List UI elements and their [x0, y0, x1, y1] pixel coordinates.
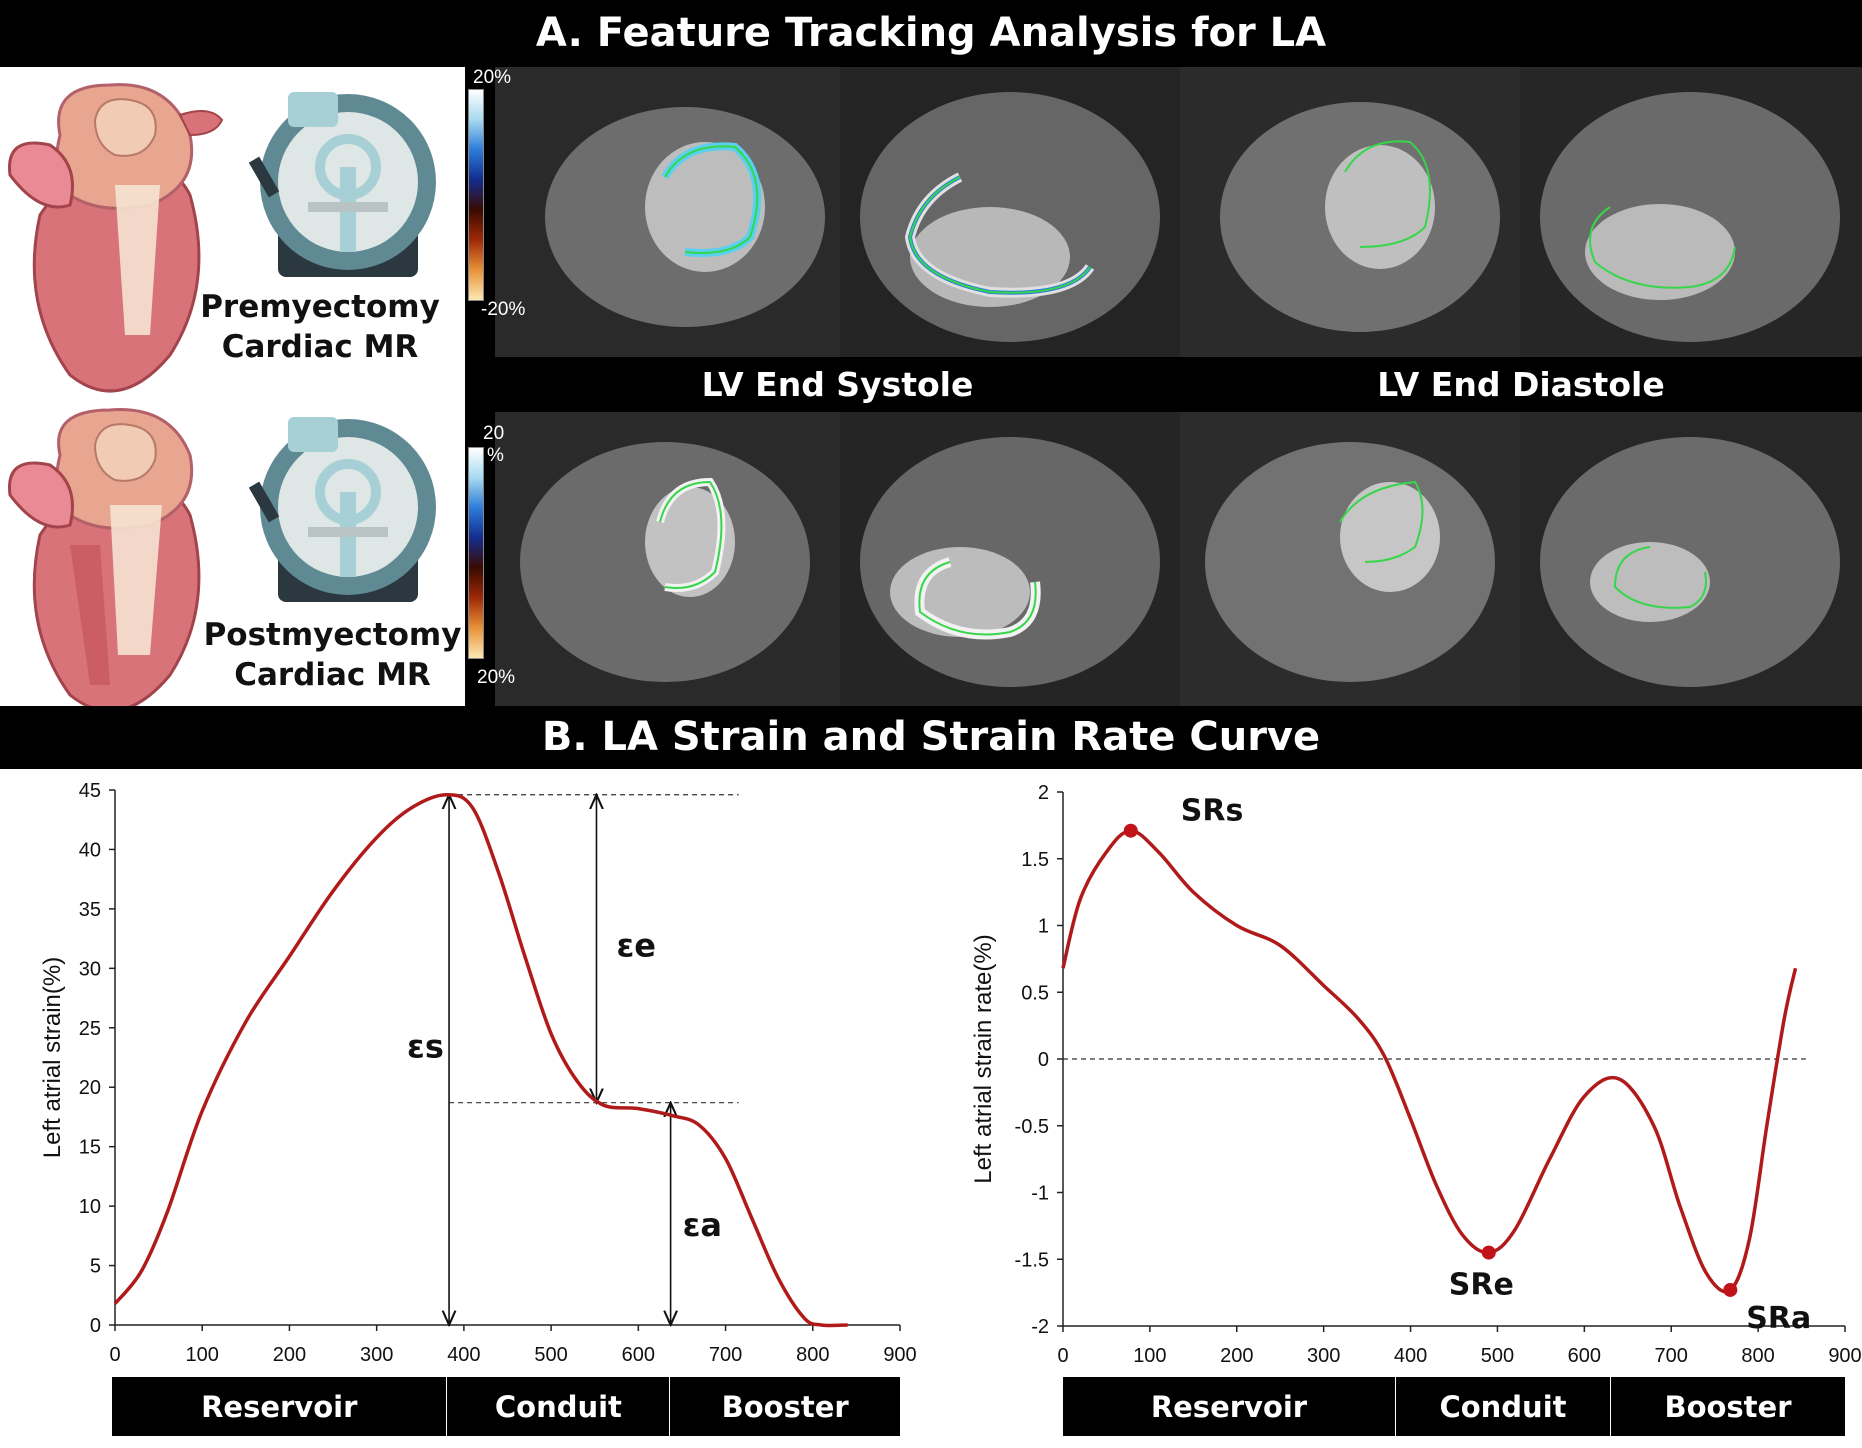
mri-image-post-es-2ch — [495, 412, 840, 706]
y-tick-label: 40 — [79, 839, 101, 861]
section-b-title: B. LA Strain and Strain Rate Curve — [0, 706, 1862, 769]
ea-label: εa — [683, 1206, 722, 1244]
y-tick-label: 2 — [1038, 782, 1049, 804]
y-tick-label: 1.5 — [1021, 849, 1049, 871]
y-tick-label: 0 — [90, 1315, 101, 1337]
phase-cell: Booster — [1664, 1389, 1792, 1424]
illustration-panel: Premyectomy Cardiac MR Postmyectomy Card… — [0, 67, 465, 713]
ee-label: εe — [616, 926, 656, 964]
strain-phase-bar: Reservoir Conduit Booster — [112, 1377, 900, 1436]
mri-scanner-post-icon — [248, 417, 436, 602]
colorbar-top-min: -20% — [481, 299, 526, 320]
y-tick-label: 15 — [79, 1137, 101, 1159]
y-tick-label: -2 — [1031, 1316, 1049, 1338]
postmyectomy-label: Postmyectomy Cardiac MR — [203, 617, 462, 693]
x-tick-label: 300 — [360, 1344, 393, 1366]
y-tick-label: 20 — [79, 1077, 101, 1099]
heart-post-icon — [8, 408, 201, 713]
colorbar-top-max: 20% — [473, 67, 512, 88]
x-tick-label: 900 — [1828, 1345, 1861, 1367]
strain-chart: 0 5 10 15 20 25 30 35 40 45 0 100 200 300 400 500 600 700… — [39, 780, 917, 1366]
strain-colorbar-top — [468, 89, 484, 301]
mri-image-pre-es-2ch — [495, 67, 840, 357]
mri-scanner-pre-icon — [248, 92, 436, 277]
x-tick-label: 600 — [1568, 1345, 1601, 1367]
y-axis-label: Left atrial strain(%) — [39, 957, 66, 1158]
premyectomy-label: Premyectomy Cardiac MR — [200, 289, 440, 365]
phase-cell: Reservoir — [1063, 1377, 1396, 1436]
mri-image-pre-ed-2ch — [1180, 67, 1520, 357]
section-a-title: A. Feature Tracking Analysis for LA — [0, 0, 1862, 67]
strain-rate-chart: -2 -1.5 -1 -0.5 0 0.5 1 1.5 2 0 100 200 300 400 500 600… — [970, 782, 1862, 1367]
axes: -2 -1.5 -1 -0.5 0 0.5 1 1.5 2 0 100 200 300 400 500 600… — [1015, 782, 1862, 1367]
colorbar-bottom-max-line1: 20 — [483, 423, 505, 444]
x-tick-label: 700 — [1655, 1345, 1688, 1367]
x-tick-label: 500 — [1481, 1345, 1514, 1367]
marker-label-srs: SRs — [1181, 794, 1244, 829]
x-tick-label: 100 — [186, 1344, 219, 1366]
es-label: εs — [407, 1028, 444, 1066]
strain-rate-phase-bar: Reservoir Conduit Booster — [1063, 1377, 1845, 1436]
marker-sre — [1481, 1245, 1496, 1260]
x-tick-label: 100 — [1133, 1345, 1166, 1367]
x-tick-label: 400 — [447, 1344, 480, 1366]
x-tick-label: 800 — [1741, 1345, 1774, 1367]
y-tick-label: 35 — [79, 899, 101, 921]
phase-cell: Conduit — [1396, 1377, 1611, 1436]
y-tick-label: 0 — [1038, 1049, 1049, 1071]
axes: 0 5 10 15 20 25 30 35 40 45 0 100 200 300 400 500 600 700… — [79, 780, 917, 1366]
x-tick-label: 300 — [1307, 1345, 1340, 1367]
marker-srs — [1123, 823, 1138, 838]
strain-rate-curve — [1061, 828, 1798, 1294]
x-tick-label: 500 — [534, 1344, 567, 1366]
annotations: εs εe εa — [407, 795, 739, 1325]
x-tick-label: 700 — [709, 1344, 742, 1366]
y-tick-label: 1 — [1038, 916, 1049, 938]
x-tick-label: 200 — [1220, 1345, 1253, 1367]
y-tick-label: 25 — [79, 1018, 101, 1040]
mri-image-post-ed-4ch — [1520, 412, 1862, 706]
marker-label-sre: SRe — [1449, 1268, 1514, 1303]
x-tick-label: 0 — [109, 1344, 120, 1366]
y-tick-label: 5 — [90, 1256, 101, 1278]
y-tick-label: 30 — [79, 958, 101, 980]
lv-end-systole-label: LV End Systole — [495, 357, 1180, 412]
strain-curve — [113, 793, 848, 1328]
mri-image-pre-ed-4ch — [1520, 67, 1862, 357]
y-tick-label: -1.5 — [1015, 1249, 1049, 1271]
y-tick-label: 10 — [79, 1196, 101, 1218]
x-tick-label: 600 — [622, 1344, 655, 1366]
mri-panel: LV End Systole LV End Diastole 20% -20% … — [465, 67, 1862, 706]
mri-image-post-ed-2ch — [1180, 412, 1520, 706]
x-tick-label: 400 — [1394, 1345, 1427, 1367]
x-tick-label: 0 — [1057, 1345, 1068, 1367]
x-tick-label: 900 — [883, 1344, 916, 1366]
phase-cell: Conduit — [447, 1377, 671, 1436]
y-tick-label: 45 — [79, 780, 101, 802]
mri-image-post-es-4ch — [840, 412, 1180, 706]
y-tick-label: 0.5 — [1021, 982, 1049, 1004]
marker-sra — [1723, 1282, 1738, 1297]
x-tick-label: 800 — [796, 1344, 829, 1366]
colorbar-bottom-min: 20% — [477, 667, 516, 688]
x-tick-label: 200 — [273, 1344, 306, 1366]
mri-image-pre-es-4ch — [840, 67, 1180, 357]
colorbar-bottom-max-line2: % — [487, 445, 504, 466]
phase-cell: Booster — [721, 1389, 849, 1424]
y-axis-label: Left atrial strain rate(%) — [970, 934, 997, 1183]
heart-pre-icon — [8, 83, 224, 393]
y-tick-label: -0.5 — [1015, 1116, 1049, 1138]
phase-cell: Reservoir — [112, 1377, 448, 1436]
marker-label-sra: SRa — [1746, 1301, 1811, 1336]
strain-colorbar-bottom — [468, 447, 484, 659]
y-tick-label: -1 — [1031, 1183, 1049, 1205]
lv-end-diastole-label: LV End Diastole — [1180, 357, 1862, 412]
